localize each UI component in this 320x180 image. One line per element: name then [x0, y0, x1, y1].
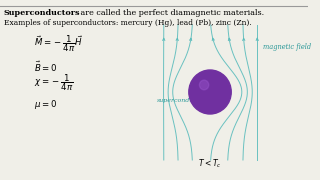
Text: are called the perfect diamagnetic materials.: are called the perfect diamagnetic mater… — [78, 9, 264, 17]
Circle shape — [199, 80, 209, 90]
Text: $\vec{B} = 0$: $\vec{B} = 0$ — [34, 60, 57, 74]
Text: $\mu = 0$: $\mu = 0$ — [34, 98, 57, 111]
Text: Superconductors: Superconductors — [4, 9, 80, 17]
Text: $\vec{M} = -\dfrac{1}{4\pi}\vec{H}$: $\vec{M} = -\dfrac{1}{4\pi}\vec{H}$ — [34, 33, 83, 54]
Text: $\chi = -\dfrac{1}{4\pi}$: $\chi = -\dfrac{1}{4\pi}$ — [34, 72, 73, 93]
Text: superconductor: superconductor — [157, 98, 207, 102]
Text: magnetic field: magnetic field — [263, 43, 311, 51]
Text: Examples of superconductors: mercury (Hg), lead (Pb), zinc (Zn).: Examples of superconductors: mercury (Hg… — [4, 19, 252, 27]
Text: $T < T_c$: $T < T_c$ — [198, 158, 222, 170]
Circle shape — [189, 70, 231, 114]
